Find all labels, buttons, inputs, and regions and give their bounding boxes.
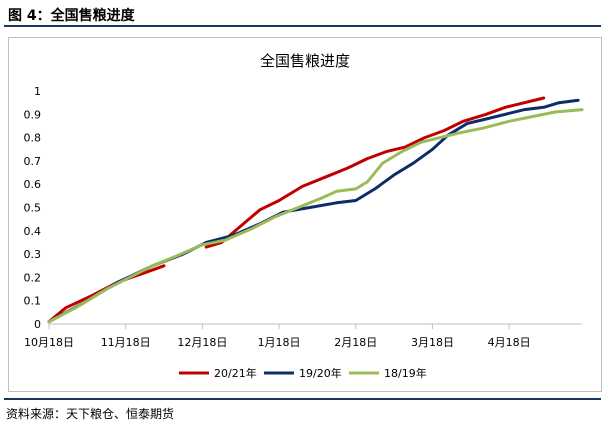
y-tick-label: 0.8 [24, 132, 42, 145]
x-tick-label: 2月18日 [334, 336, 377, 349]
y-tick-label: 1 [34, 85, 41, 98]
x-tick-label: 10月18日 [24, 336, 74, 349]
y-tick-label: 0.7 [24, 155, 42, 168]
y-tick-label: 0.9 [24, 108, 42, 121]
legend-label: 20/21年 [214, 366, 257, 380]
chart-area: 全国售粮进度 0 0.1 0.2 0.3 0.4 0.5 0.6 0.7 0.8 0.9 1 10月1… [8, 37, 602, 392]
y-tick-label: 0.1 [24, 295, 42, 308]
legend-label: 19/20年 [299, 366, 342, 380]
line-chart: 全国售粮进度 0 0.1 0.2 0.3 0.4 0.5 0.6 0.7 0.8 0.9 1 10月1… [24, 52, 584, 380]
y-tick-label: 0.3 [24, 248, 42, 261]
y-tick-label: 0.2 [24, 271, 42, 284]
bottom-divider [4, 398, 601, 400]
x-tick-label: 12月18日 [177, 336, 227, 349]
x-tick-label: 1月18日 [258, 336, 301, 349]
x-tick-label: 11月18日 [101, 336, 151, 349]
y-tick-label: 0.4 [24, 225, 42, 238]
series-line-18/19年 [47, 108, 584, 324]
series-line-19/20年 [47, 98, 580, 324]
figure-title: 图 4：全国售粮进度 [8, 8, 135, 24]
top-divider [4, 25, 601, 27]
x-tick-label: 4月18日 [488, 336, 531, 349]
y-tick-label: 0.6 [24, 178, 42, 191]
chart-title: 全国售粮进度 [260, 52, 350, 70]
legend-label: 18/19年 [384, 366, 427, 380]
y-tick-label: 0.5 [24, 202, 42, 215]
source-note: 资料来源：天下粮仓、恒泰期货 [6, 407, 175, 421]
y-tick-label: 0 [34, 318, 41, 331]
x-tick-label: 3月18日 [411, 336, 454, 349]
